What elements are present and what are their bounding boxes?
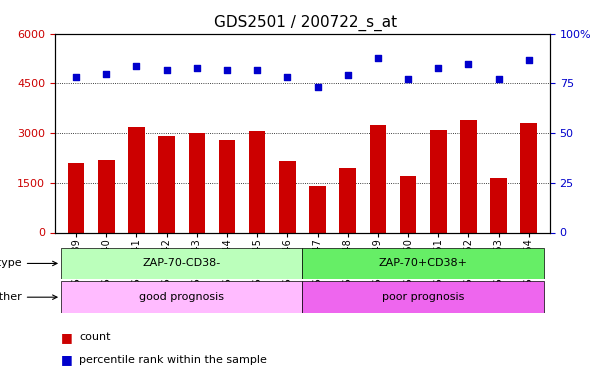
Bar xyxy=(279,161,296,232)
Bar xyxy=(309,186,326,232)
Point xyxy=(101,70,111,76)
Text: GDS2501 / 200722_s_at: GDS2501 / 200722_s_at xyxy=(214,15,397,31)
Point xyxy=(494,76,503,82)
Bar xyxy=(98,160,115,232)
Text: ZAP-70+CD38+: ZAP-70+CD38+ xyxy=(379,258,467,268)
Bar xyxy=(61,248,302,279)
Bar xyxy=(370,125,386,232)
Bar xyxy=(340,168,356,232)
Bar xyxy=(400,176,416,232)
Bar xyxy=(490,178,507,232)
Text: percentile rank within the sample: percentile rank within the sample xyxy=(79,355,267,365)
Text: good prognosis: good prognosis xyxy=(139,292,224,302)
Bar xyxy=(189,133,205,232)
Point xyxy=(464,60,474,67)
Text: ■: ■ xyxy=(61,331,73,344)
Bar xyxy=(460,120,477,232)
Text: poor prognosis: poor prognosis xyxy=(382,292,464,302)
Text: other: other xyxy=(0,292,57,302)
Text: cell type: cell type xyxy=(0,258,57,268)
Point xyxy=(252,66,262,72)
Bar xyxy=(68,163,84,232)
Point xyxy=(373,55,382,61)
Bar xyxy=(249,132,265,232)
Point xyxy=(282,75,292,81)
Bar xyxy=(128,126,145,232)
Text: ■: ■ xyxy=(61,354,73,366)
Bar xyxy=(61,281,302,313)
Point xyxy=(192,64,202,70)
Point xyxy=(131,63,141,69)
Bar xyxy=(430,130,447,232)
Point xyxy=(71,75,81,81)
Point xyxy=(313,84,323,90)
Text: ZAP-70-CD38-: ZAP-70-CD38- xyxy=(142,258,221,268)
Point xyxy=(433,64,443,70)
Point xyxy=(222,66,232,72)
Text: count: count xyxy=(79,333,111,342)
Point xyxy=(403,76,413,82)
Point xyxy=(524,57,533,63)
Bar xyxy=(521,123,537,232)
Point xyxy=(162,66,172,72)
Bar xyxy=(158,136,175,232)
Bar xyxy=(302,248,544,279)
Bar xyxy=(302,281,544,313)
Bar xyxy=(219,140,235,232)
Point xyxy=(343,72,353,78)
